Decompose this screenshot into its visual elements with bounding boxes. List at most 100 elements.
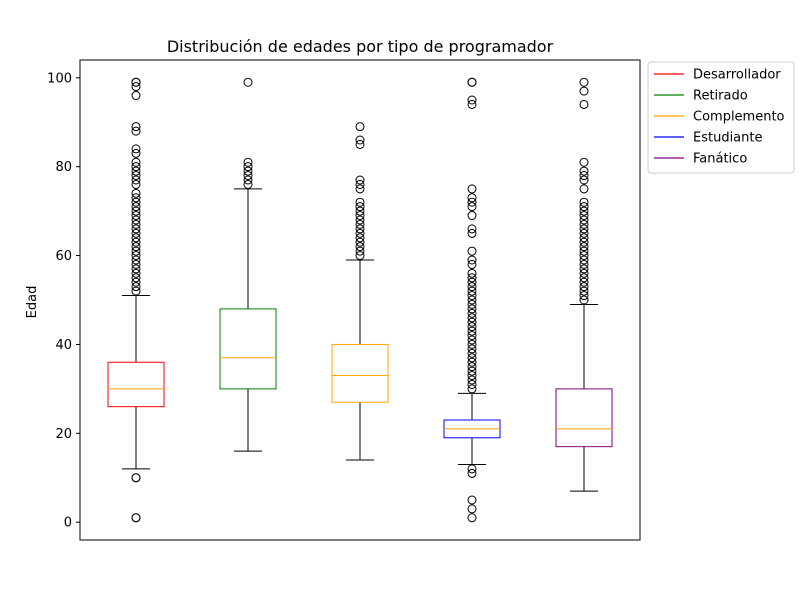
outlier-point (579, 237, 589, 247)
outlier-point (579, 77, 589, 87)
outlier-point (131, 157, 141, 167)
outlier-point (467, 282, 477, 292)
box-2 (219, 77, 277, 452)
outlier-point (579, 99, 589, 109)
outlier-point (355, 122, 365, 132)
outlier-point (467, 304, 477, 314)
outlier-point (131, 162, 141, 172)
outlier-point (355, 224, 365, 234)
outlier-point (131, 179, 141, 189)
box-5 (555, 77, 613, 492)
outlier-point (355, 175, 365, 185)
outlier-point (467, 308, 477, 318)
outlier-point (243, 179, 253, 189)
outlier-point (467, 495, 477, 505)
chart-title: Distribución de edades por tipo de progr… (167, 37, 554, 56)
outlier-point (467, 375, 477, 385)
outlier-point (131, 219, 141, 229)
plot-area: 0 20 40 60 80 100 (47, 59, 641, 541)
outlier-point (579, 273, 589, 283)
outlier-point (467, 184, 477, 194)
outlier-point (131, 122, 141, 132)
outlier-point (131, 224, 141, 234)
outlier-point (467, 344, 477, 354)
outlier-point (131, 175, 141, 185)
outlier-point (467, 513, 477, 523)
outlier-point (467, 384, 477, 394)
outlier-point (243, 162, 253, 172)
outlier-point (467, 322, 477, 332)
y-tick-label: 80 (55, 160, 72, 175)
outlier-point (467, 339, 477, 349)
box-1 (107, 77, 165, 523)
outlier-point (579, 259, 589, 269)
outlier-point (131, 513, 141, 523)
legend-label: Complemento (693, 110, 785, 125)
outlier-point (467, 335, 477, 345)
outlier-point (355, 206, 365, 216)
legend: Desarrollador Retirado Complemento Estudian… (647, 61, 795, 174)
iqr-box (107, 361, 165, 408)
iqr-box (219, 308, 277, 390)
outlier-point (355, 215, 365, 225)
y-tick-label: 20 (55, 427, 72, 442)
outlier-point (579, 157, 589, 167)
outlier-point (467, 299, 477, 309)
outlier-point (131, 255, 141, 265)
outlier-point (355, 246, 365, 256)
y-axis-label: Edad (25, 286, 40, 319)
outlier-point (467, 277, 477, 287)
outlier-point (131, 166, 141, 176)
outlier-point (579, 224, 589, 234)
outlier-point (131, 259, 141, 269)
outlier-point (467, 371, 477, 381)
outlier-point (355, 237, 365, 247)
outlier-point (467, 379, 477, 389)
outlier-point (355, 242, 365, 252)
outlier-point (243, 157, 253, 167)
outlier-point (131, 273, 141, 283)
outlier-point (467, 291, 477, 301)
outlier-point (131, 77, 141, 87)
outlier-point (579, 246, 589, 256)
outlier-point (243, 171, 253, 181)
legend-label: Retirado (693, 89, 748, 104)
outlier-point (355, 202, 365, 212)
outlier-point (579, 215, 589, 225)
outlier-point (579, 277, 589, 287)
outlier-point (467, 331, 477, 341)
outlier-point (355, 219, 365, 229)
iqr-box (331, 343, 389, 403)
outlier-point (467, 211, 477, 221)
outlier-point (467, 268, 477, 278)
outlier-point (579, 286, 589, 296)
outlier-point (467, 77, 477, 87)
plot-frame (79, 59, 641, 541)
outlier-point (467, 224, 477, 234)
outlier-point (131, 82, 141, 92)
outlier-point (131, 286, 141, 296)
outlier-point (131, 144, 141, 154)
legend-label: Fanático (693, 152, 747, 167)
outlier-point (131, 282, 141, 292)
outlier-point (579, 264, 589, 274)
outlier-point (131, 277, 141, 287)
outlier-point (467, 362, 477, 372)
outlier-point (243, 77, 253, 87)
outlier-point (131, 268, 141, 278)
outlier-point (467, 366, 477, 376)
outlier-point (579, 233, 589, 243)
outlier-point (355, 197, 365, 207)
outlier-point (579, 211, 589, 221)
y-tick-label: 100 (47, 71, 72, 86)
outlier-point (579, 219, 589, 229)
outlier-point (467, 259, 477, 269)
outlier-point (131, 188, 141, 198)
outlier-point (131, 91, 141, 101)
outlier-point (579, 202, 589, 212)
outlier-point (467, 95, 477, 105)
outlier-point (131, 211, 141, 221)
legend-label: Desarrollador (693, 68, 781, 83)
outlier-point (131, 264, 141, 274)
outlier-point (467, 255, 477, 265)
